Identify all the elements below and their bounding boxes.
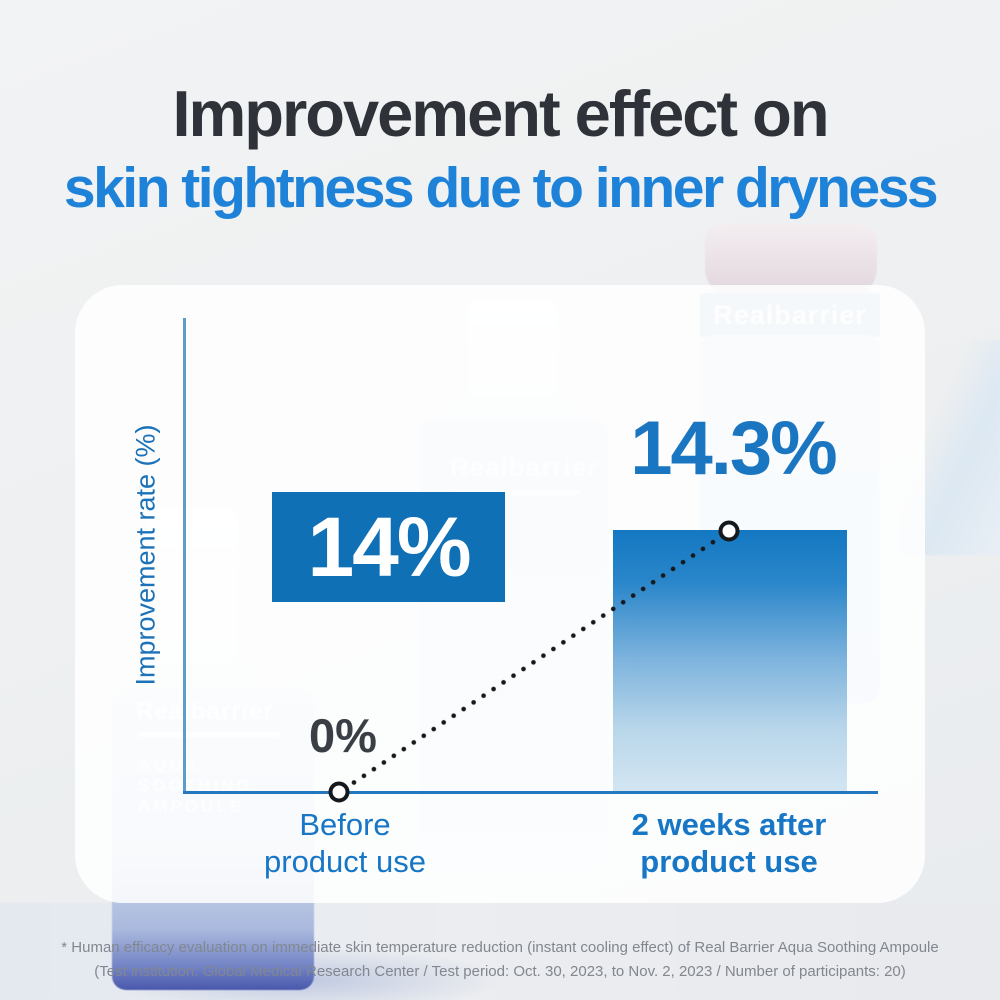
footnote-line-2: (Test institution: Global Medical Resear…: [94, 963, 906, 980]
y-axis-label: Improvement rate (%): [130, 424, 161, 686]
headline-line-1: Improvement effect on: [172, 77, 829, 150]
footnote-line-1: * Human efficacy evaluation on immediate…: [61, 939, 939, 956]
x-axis-line: [183, 791, 878, 794]
category-label-before-line-2: product use: [264, 844, 426, 879]
highlight-badge-value: 14%: [307, 499, 471, 594]
category-label-before: Before product use: [264, 806, 426, 880]
bar-after-use: [613, 530, 847, 791]
highlight-badge: 14%: [272, 492, 505, 602]
category-label-after-line-1: 2 weeks after: [631, 807, 827, 842]
footnote: * Human efficacy evaluation on immediate…: [0, 936, 1000, 984]
y-axis-line: [183, 318, 186, 793]
data-point-marker-before: [328, 781, 350, 803]
category-label-before-line-1: Before: [299, 807, 391, 842]
value-label-before: 0%: [309, 709, 377, 762]
headline-line-2: skin tightness due to inner dryness: [63, 156, 939, 220]
category-label-after-line-2: product use: [640, 844, 818, 879]
category-label-after: 2 weeks after product use: [632, 806, 827, 880]
data-point-marker-after: [718, 520, 740, 542]
value-label-after: 14.3%: [630, 406, 837, 491]
